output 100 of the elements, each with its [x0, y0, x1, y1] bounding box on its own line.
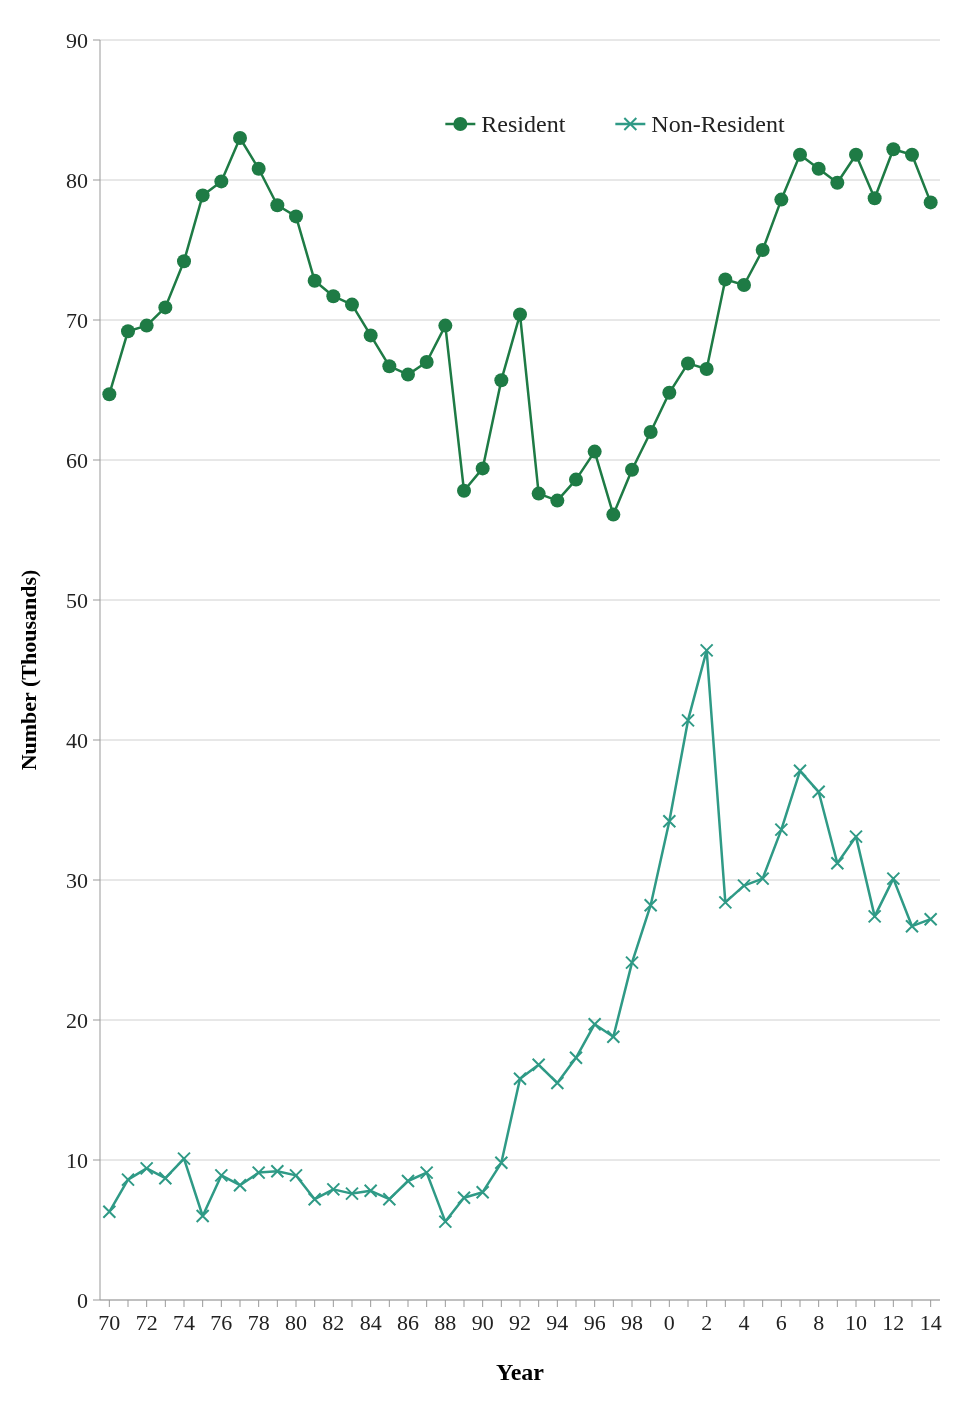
- y-tick-label: 30: [66, 867, 88, 893]
- point: [569, 472, 583, 487]
- point: [214, 1168, 229, 1183]
- point: [867, 191, 882, 206]
- point: [550, 1076, 565, 1090]
- point: [718, 272, 733, 287]
- point: [587, 444, 602, 459]
- point: [289, 209, 303, 224]
- point: [681, 356, 695, 371]
- x-tick-label: 80: [285, 1310, 307, 1335]
- y-tick-label: 90: [66, 27, 88, 53]
- point: [438, 318, 453, 333]
- point: [307, 273, 322, 288]
- point: [774, 822, 789, 837]
- point: [849, 147, 863, 162]
- point: [457, 483, 471, 498]
- x-tick-label: 12: [882, 1310, 905, 1335]
- point: [849, 829, 863, 844]
- x-tick-label: 94: [546, 1310, 569, 1335]
- point: [251, 1165, 266, 1180]
- point: [475, 461, 490, 476]
- point: [345, 297, 359, 312]
- point: [886, 142, 901, 157]
- point: [625, 462, 639, 477]
- point: [699, 362, 714, 376]
- point: [923, 912, 938, 927]
- point: [102, 387, 117, 402]
- point: [793, 147, 807, 162]
- point: [531, 1057, 546, 1072]
- point: [587, 1017, 602, 1032]
- point: [867, 909, 882, 924]
- point: [662, 814, 677, 829]
- point: [139, 1161, 154, 1176]
- point: [289, 1168, 303, 1183]
- point: [830, 856, 845, 871]
- point: [326, 1182, 341, 1197]
- x-tick-label: 2: [701, 1310, 713, 1335]
- x-tick-label: 14: [919, 1310, 942, 1335]
- y-tick-label: 50: [66, 587, 88, 613]
- point: [513, 307, 527, 322]
- x-tick-label: 4: [738, 1310, 750, 1335]
- point: [158, 1171, 173, 1186]
- point: [177, 1151, 191, 1166]
- point: [139, 318, 154, 333]
- point: [233, 131, 247, 145]
- point: [755, 871, 770, 886]
- point: [886, 871, 901, 886]
- point: [569, 1050, 583, 1065]
- x-tick-label: 88: [434, 1310, 457, 1335]
- point: [811, 784, 826, 799]
- point: [811, 161, 826, 176]
- point: [233, 1178, 247, 1193]
- point: [905, 919, 919, 934]
- point: [121, 1172, 135, 1187]
- point: [419, 355, 434, 369]
- point: [494, 1155, 509, 1170]
- point: [737, 878, 751, 893]
- point: [550, 493, 565, 508]
- x-tick-label: 92: [509, 1310, 531, 1335]
- point: [345, 1186, 359, 1201]
- x-tick-label: 84: [359, 1310, 382, 1335]
- point: [699, 643, 714, 658]
- point: [382, 359, 397, 374]
- point: [737, 278, 751, 292]
- point: [382, 1192, 397, 1207]
- x-tick-label: 74: [173, 1310, 195, 1335]
- point: [793, 763, 807, 778]
- y-tick-label: 10: [66, 1147, 88, 1173]
- legend-label: Resident: [481, 111, 566, 138]
- point: [121, 324, 135, 339]
- y-tick-label: 80: [66, 167, 88, 193]
- point: [307, 1192, 322, 1207]
- point: [625, 955, 639, 970]
- point: [270, 1164, 285, 1179]
- point: [774, 192, 789, 207]
- point: [158, 300, 173, 315]
- point: [457, 1190, 471, 1205]
- point: [438, 1214, 453, 1229]
- point: [681, 713, 695, 728]
- point: [363, 328, 378, 343]
- x-axis-title: Year: [496, 1359, 545, 1385]
- y-tick-label: 20: [66, 1007, 88, 1033]
- point: [363, 1183, 378, 1198]
- point: [923, 195, 938, 210]
- point: [643, 898, 658, 913]
- x-tick-label: 10: [845, 1310, 867, 1335]
- point: [643, 425, 658, 439]
- point: [195, 188, 210, 203]
- point: [401, 367, 415, 382]
- point: [513, 1071, 527, 1086]
- point: [755, 243, 770, 257]
- x-tick-label: 78: [247, 1310, 270, 1335]
- x-tick-label: 82: [322, 1310, 345, 1335]
- x-tick-label: 72: [135, 1310, 158, 1335]
- point: [606, 1029, 621, 1044]
- x-tick-label: 90: [471, 1310, 494, 1335]
- point: [662, 385, 677, 400]
- point: [251, 161, 266, 176]
- point: [531, 486, 546, 501]
- x-tick-label: 70: [98, 1310, 121, 1335]
